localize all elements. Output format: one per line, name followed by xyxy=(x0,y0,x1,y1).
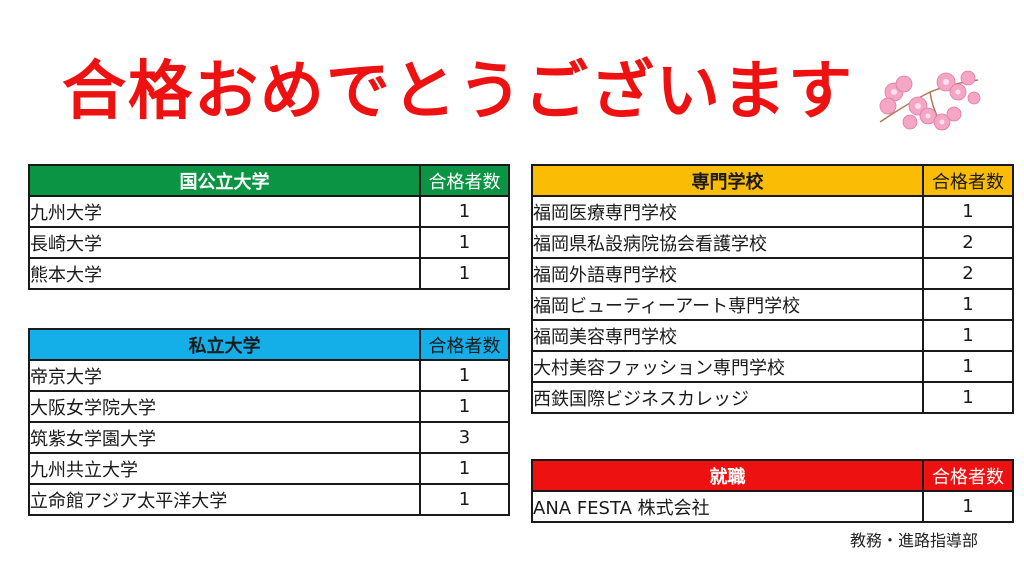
pass-count: 1 xyxy=(419,226,510,259)
school-name: 九州共立大学 xyxy=(28,452,421,485)
table-header: 私立大学 xyxy=(28,328,421,361)
pass-count: 1 xyxy=(922,381,1014,414)
table-row: 筑紫女学園大学 3 xyxy=(28,421,510,454)
table-row: 九州大学 1 xyxy=(28,195,510,228)
school-name: 熊本大学 xyxy=(28,257,421,290)
table-header: 専門学校 xyxy=(531,164,924,197)
pass-count: 1 xyxy=(922,288,1014,321)
table-row: 立命館アジア太平洋大学 1 xyxy=(28,483,510,516)
table-row: 福岡医療専門学校 1 xyxy=(531,195,1014,228)
table-row: ANA FESTA 株式会社 1 xyxy=(531,490,1014,523)
pass-count: 1 xyxy=(419,195,510,228)
school-name: 西鉄国際ビジネスカレッジ xyxy=(531,381,924,414)
pass-count: 2 xyxy=(922,257,1014,290)
table-row: 福岡ビューティーアート専門学校 1 xyxy=(531,288,1014,321)
table-row: 大村美容ファッション専門学校 1 xyxy=(531,350,1014,383)
count-header: 合格者数 xyxy=(419,164,510,197)
table-row: 帝京大学 1 xyxy=(28,359,510,392)
school-name: 大阪女学院大学 xyxy=(28,390,421,423)
school-name: 大村美容ファッション専門学校 xyxy=(531,350,924,383)
count-header: 合格者数 xyxy=(922,459,1014,492)
private-university-table: 私立大学 合格者数 帝京大学 1 大阪女学院大学 1 筑紫女学園大学 3 九州共… xyxy=(28,328,510,516)
school-name: 筑紫女学園大学 xyxy=(28,421,421,454)
national-university-table: 国公立大学 合格者数 九州大学 1 長崎大学 1 熊本大学 1 xyxy=(28,164,510,290)
table-row: 西鉄国際ビジネスカレッジ 1 xyxy=(531,381,1014,414)
table-row: 九州共立大学 1 xyxy=(28,452,510,485)
school-name: 福岡外語専門学校 xyxy=(531,257,924,290)
pass-count: 1 xyxy=(922,195,1014,228)
school-name: 帝京大学 xyxy=(28,359,421,392)
table-row: 福岡外語専門学校 2 xyxy=(531,257,1014,290)
pass-count: 1 xyxy=(922,319,1014,352)
school-name: 立命館アジア太平洋大学 xyxy=(28,483,421,516)
school-name: 福岡医療専門学校 xyxy=(531,195,924,228)
pass-count: 1 xyxy=(419,257,510,290)
table-row: 福岡県私設病院協会看護学校 2 xyxy=(531,226,1014,259)
table-row: 長崎大学 1 xyxy=(28,226,510,259)
count-header: 合格者数 xyxy=(419,328,510,361)
pass-count: 1 xyxy=(419,390,510,423)
table-header: 国公立大学 xyxy=(28,164,421,197)
pass-count: 1 xyxy=(419,452,510,485)
pass-count: 1 xyxy=(922,350,1014,383)
pass-count: 1 xyxy=(922,490,1014,523)
pass-count: 1 xyxy=(419,483,510,516)
cherry-blossom-icon xyxy=(879,70,981,131)
school-name: 長崎大学 xyxy=(28,226,421,259)
pass-count: 2 xyxy=(922,226,1014,259)
school-name: 福岡ビューティーアート専門学校 xyxy=(531,288,924,321)
company-name: ANA FESTA 株式会社 xyxy=(531,490,924,523)
school-name: 福岡美容専門学校 xyxy=(531,319,924,352)
table-row: 福岡美容専門学校 1 xyxy=(531,319,1014,352)
school-name: 九州大学 xyxy=(28,195,421,228)
table-row: 大阪女学院大学 1 xyxy=(28,390,510,423)
pass-count: 1 xyxy=(419,359,510,392)
table-row: 熊本大学 1 xyxy=(28,257,510,290)
count-header: 合格者数 xyxy=(922,164,1014,197)
page-title: 合格おめでとうございます xyxy=(62,55,854,129)
employment-table: 就職 合格者数 ANA FESTA 株式会社 1 xyxy=(531,459,1014,523)
pass-count: 3 xyxy=(419,421,510,454)
vocational-school-table: 専門学校 合格者数 福岡医療専門学校 1 福岡県私設病院協会看護学校 2 福岡外… xyxy=(531,164,1014,414)
school-name: 福岡県私設病院協会看護学校 xyxy=(531,226,924,259)
table-header: 就職 xyxy=(531,459,924,492)
footer-credit: 教務・進路指導部 xyxy=(850,531,979,550)
